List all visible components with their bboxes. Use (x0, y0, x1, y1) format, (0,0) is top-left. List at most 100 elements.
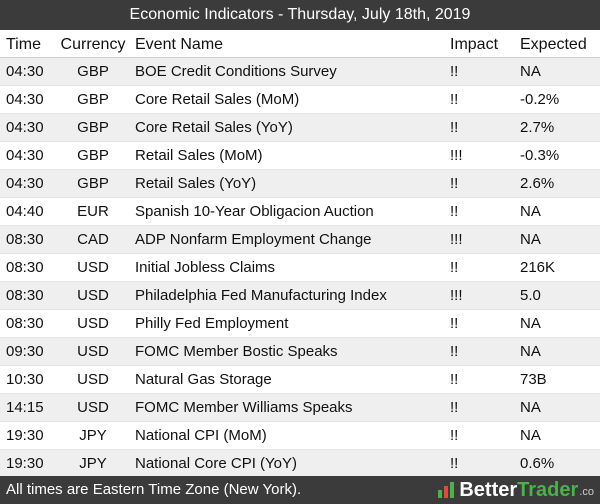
row-impact: !! (450, 455, 459, 472)
table-row: 08:30 USD Philly Fed Employment!! NA (0, 310, 600, 338)
table-row: 04:30 GBP BOE Credit Conditions Survey!! NA (0, 58, 600, 86)
row-currency: EUR (77, 203, 109, 220)
row-time: 14:15 (6, 399, 44, 416)
row-event-name: FOMC Member Bostic Speaks (135, 343, 338, 360)
row-event-name: Natural Gas Storage (135, 371, 272, 388)
row-event-name: Philly Fed Employment (135, 315, 289, 332)
row-impact: !!! (450, 231, 463, 248)
row-expected: 5.0 (520, 287, 541, 304)
column-header-event: Event Name (135, 36, 224, 53)
row-time: 04:30 (6, 63, 44, 80)
row-expected: -0.2% (520, 91, 560, 108)
table-row: 04:30 GBP Retail Sales (MoM)!!! -0.3% (0, 142, 600, 170)
row-impact: !! (450, 119, 459, 136)
row-expected: NA (520, 315, 541, 332)
table-row: 09:30 USD FOMC Member Bostic Speaks!! NA (0, 338, 600, 366)
row-currency: USD (77, 343, 109, 360)
row-impact: !! (450, 315, 459, 332)
row-currency: CAD (77, 231, 109, 248)
row-time: 04:30 (6, 175, 44, 192)
table-row: 04:30 GBP Core Retail Sales (MoM)!! -0.2% (0, 86, 600, 114)
table-row: 04:40 EUR Spanish 10-Year Obligacion Aucti… (0, 198, 600, 226)
row-time: 04:30 (6, 91, 44, 108)
brand-logo: BetterTrader .co (437, 476, 594, 504)
row-time: 19:30 (6, 455, 44, 472)
table-row: 04:30 GBP Core Retail Sales (YoY)!! 2.7% (0, 114, 600, 142)
table-row: 08:30 USD Philadelphia Fed Manufacturing I… (0, 282, 600, 310)
row-time: 08:30 (6, 259, 44, 276)
row-expected: 2.6% (520, 175, 555, 192)
row-currency: JPY (79, 427, 107, 444)
row-impact: !! (450, 343, 459, 360)
column-header-time: Time (6, 36, 41, 53)
table-header: Time Currency Event Name Impact Expected (0, 30, 600, 58)
row-time: 04:30 (6, 147, 44, 164)
row-event-name: Retail Sales (MoM) (135, 147, 263, 164)
brand-name-part2: Trader (517, 479, 579, 501)
row-currency: GBP (77, 63, 109, 80)
table-body: 04:30 GBP BOE Credit Conditions Survey!! NA… (0, 58, 600, 478)
row-currency: GBP (77, 147, 109, 164)
row-currency: USD (77, 259, 109, 276)
row-time: 08:30 (6, 287, 44, 304)
row-impact: !! (450, 371, 459, 388)
row-time: 09:30 (6, 343, 44, 360)
row-time: 08:30 (6, 231, 44, 248)
row-impact: !! (450, 91, 459, 108)
table-row: 19:30 JPY National Core CPI (YoY)!! 0.6% (0, 450, 600, 478)
brand-suffix: .co (579, 486, 594, 498)
column-header-expected: Expected (520, 36, 587, 53)
row-impact: !! (450, 399, 459, 416)
column-header-impact: Impact (450, 36, 499, 53)
row-event-name: Initial Jobless Claims (135, 259, 276, 276)
row-currency: USD (77, 371, 109, 388)
row-expected: 216K (520, 259, 556, 276)
row-event-name: National Core CPI (YoY) (135, 455, 298, 472)
table-row: 08:30 USD Initial Jobless Claims!! 216K (0, 254, 600, 282)
row-time: 08:30 (6, 315, 44, 332)
row-impact: !! (450, 63, 459, 80)
table-row: 04:30 GBP Retail Sales (YoY)!! 2.6% (0, 170, 600, 198)
row-expected: 2.7% (520, 119, 555, 136)
row-event-name: FOMC Member Williams Speaks (135, 399, 353, 416)
row-impact: !!! (450, 147, 463, 164)
row-expected: NA (520, 427, 541, 444)
table-row: 10:30 USD Natural Gas Storage!! 73B (0, 366, 600, 394)
row-currency: USD (77, 315, 109, 332)
row-impact: !!! (450, 287, 463, 304)
row-expected: NA (520, 399, 541, 416)
footer-bar: All times are Eastern Time Zone (New Yor… (0, 476, 600, 504)
row-time: 19:30 (6, 427, 44, 444)
row-time: 04:30 (6, 119, 44, 136)
row-event-name: Retail Sales (YoY) (135, 175, 257, 192)
row-currency: JPY (79, 455, 107, 472)
table-row: 14:15 USD FOMC Member Williams Speaks!! NA (0, 394, 600, 422)
row-currency: USD (77, 287, 109, 304)
row-impact: !! (450, 203, 459, 220)
column-header-currency: Currency (60, 36, 126, 53)
row-time: 04:40 (6, 203, 44, 220)
row-event-name: BOE Credit Conditions Survey (135, 63, 337, 80)
row-currency: USD (77, 399, 109, 416)
row-event-name: Core Retail Sales (YoY) (135, 119, 293, 136)
bar-chart-icon (438, 482, 455, 498)
row-expected: NA (520, 63, 541, 80)
row-expected: 0.6% (520, 455, 555, 472)
row-expected: NA (520, 343, 541, 360)
row-impact: !! (450, 175, 459, 192)
brand-name: BetterTrader (459, 476, 578, 504)
row-event-name: ADP Nonfarm Employment Change (135, 231, 372, 248)
row-currency: GBP (77, 91, 109, 108)
row-expected: NA (520, 203, 541, 220)
row-impact: !! (450, 427, 459, 444)
row-expected: NA (520, 231, 541, 248)
table-row: 19:30 JPY National CPI (MoM)!! NA (0, 422, 600, 450)
row-event-name: National CPI (MoM) (135, 427, 267, 444)
row-currency: GBP (77, 119, 109, 136)
row-time: 10:30 (6, 371, 44, 388)
table-row: 08:30 CAD ADP Nonfarm Employment Change!!!… (0, 226, 600, 254)
row-expected: 73B (520, 371, 547, 388)
row-expected: -0.3% (520, 147, 560, 164)
brand-name-part1: Better (459, 479, 518, 501)
